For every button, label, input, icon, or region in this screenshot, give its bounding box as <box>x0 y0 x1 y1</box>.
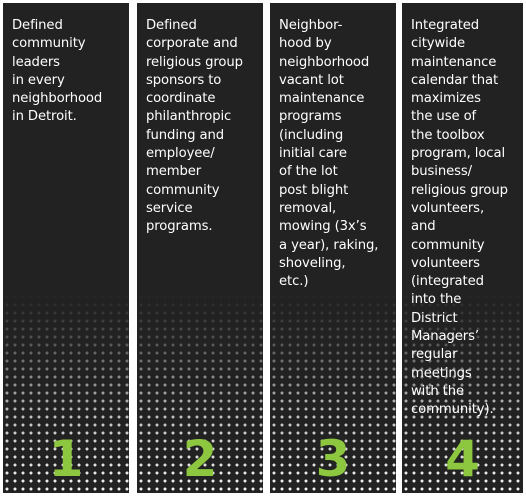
step-description: Integrated citywide maintenance calendar… <box>411 18 508 418</box>
step-number: 3 <box>315 430 351 488</box>
step-description: Defined corporate and religious group sp… <box>146 18 243 235</box>
step-number: 1 <box>48 430 84 488</box>
step-panel-2: Defined corporate and religious group sp… <box>137 3 263 493</box>
step-number: 2 <box>182 430 218 488</box>
step-description: Neighbor- hood by neighborhood vacant lo… <box>279 18 379 290</box>
step-number: 4 <box>445 430 480 488</box>
step-panel-4: Integrated citywide maintenance calendar… <box>402 3 523 493</box>
step-panel-3: Neighbor- hood by neighborhood vacant lo… <box>270 3 396 493</box>
step-panel-1: Defined community leaders in every neigh… <box>3 3 129 493</box>
dot-pattern <box>137 293 263 493</box>
dot-pattern <box>270 293 396 493</box>
dot-pattern <box>402 293 523 493</box>
dot-pattern <box>3 293 129 493</box>
step-description: Defined community leaders in every neigh… <box>12 18 103 125</box>
